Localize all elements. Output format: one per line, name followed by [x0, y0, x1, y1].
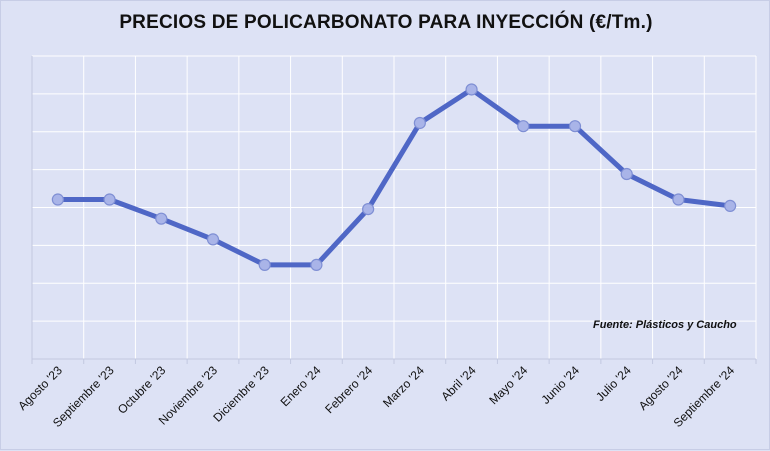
x-tick-label: Febrero '24: [322, 363, 375, 416]
data-point: [724, 199, 737, 213]
x-tick-label: Mayo '24: [486, 363, 530, 407]
x-tick-label: Agosto '23: [15, 363, 65, 413]
x-tick-label: Abril '24: [438, 363, 479, 404]
data-point: [258, 258, 271, 272]
x-tick-label: Agosto '24: [636, 363, 686, 413]
x-tick-label: Julio '24: [593, 363, 634, 404]
data-point: [51, 193, 64, 206]
data-point: [310, 258, 323, 272]
data-point: [103, 193, 116, 206]
x-tick-label: Junio '24: [539, 363, 583, 407]
x-tick-label: Enero '24: [278, 363, 324, 409]
data-point: [465, 83, 478, 96]
x-tick-label: Diciembre '23: [210, 363, 272, 425]
data-point: [206, 233, 220, 246]
data-point: [517, 120, 530, 133]
source-note: Fuente: Plásticos y Caucho: [593, 319, 737, 331]
x-tick-label: Marzo '24: [380, 363, 427, 410]
chart-title: PRECIOS DE POLICARBONATO PARA INYECCIÓN …: [119, 12, 653, 33]
series-layer: [51, 83, 737, 272]
x-tick-label: Octubre '23: [115, 363, 169, 417]
data-point: [413, 116, 426, 130]
series-line: [55, 87, 733, 268]
data-point: [155, 212, 168, 225]
data-point: [362, 202, 375, 216]
data-point: [568, 120, 582, 133]
data-point: [672, 193, 685, 206]
data-point: [620, 167, 633, 181]
